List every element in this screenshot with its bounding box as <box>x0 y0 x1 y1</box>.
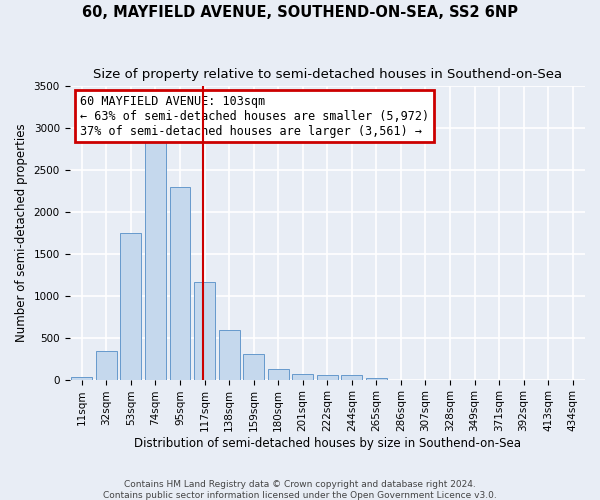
Bar <box>71 377 92 380</box>
X-axis label: Distribution of semi-detached houses by size in Southend-on-Sea: Distribution of semi-detached houses by … <box>134 437 521 450</box>
Y-axis label: Number of semi-detached properties: Number of semi-detached properties <box>15 124 28 342</box>
Bar <box>366 378 387 380</box>
Bar <box>317 375 338 380</box>
Bar <box>341 375 362 380</box>
Bar <box>170 188 190 380</box>
Bar <box>194 282 215 380</box>
Title: Size of property relative to semi-detached houses in Southend-on-Sea: Size of property relative to semi-detach… <box>93 68 562 80</box>
Bar <box>96 350 117 380</box>
Bar <box>268 369 289 380</box>
Bar <box>145 134 166 380</box>
Text: 60, MAYFIELD AVENUE, SOUTHEND-ON-SEA, SS2 6NP: 60, MAYFIELD AVENUE, SOUTHEND-ON-SEA, SS… <box>82 5 518 20</box>
Text: 60 MAYFIELD AVENUE: 103sqm
← 63% of semi-detached houses are smaller (5,972)
37%: 60 MAYFIELD AVENUE: 103sqm ← 63% of semi… <box>80 94 429 138</box>
Text: Contains HM Land Registry data © Crown copyright and database right 2024.
Contai: Contains HM Land Registry data © Crown c… <box>103 480 497 500</box>
Bar <box>292 374 313 380</box>
Bar <box>243 354 264 380</box>
Bar <box>218 330 239 380</box>
Bar <box>121 232 142 380</box>
